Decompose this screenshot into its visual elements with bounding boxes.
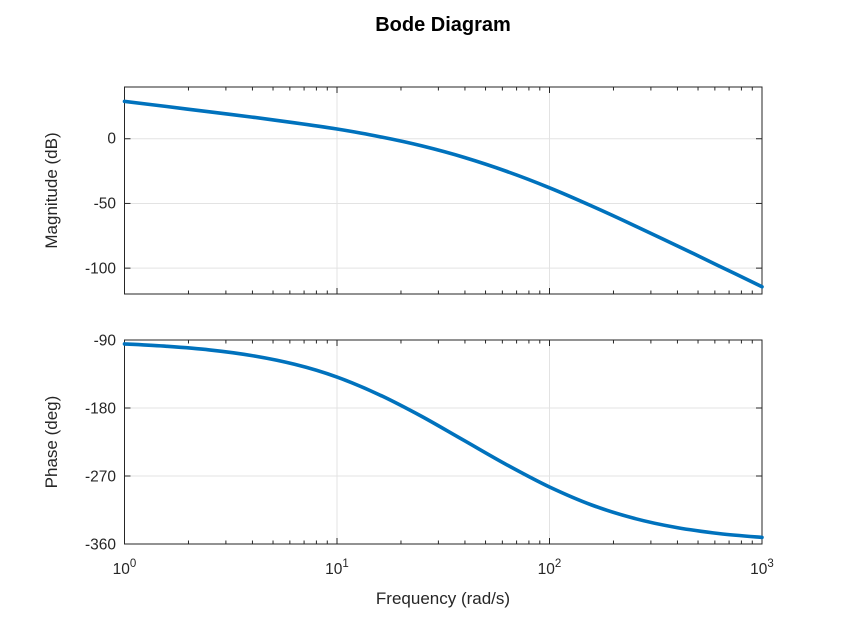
frequency-xlabel: Frequency (rad/s): [376, 589, 510, 608]
xtick-base: 10: [750, 561, 768, 578]
magnitude-ytick-100: -100: [85, 260, 116, 277]
xtick-base: 10: [113, 561, 131, 578]
xtick-exponent: 0: [130, 558, 136, 570]
phase-ylabel: Phase (deg): [42, 396, 61, 489]
magnitude-ytick-50: -50: [94, 196, 117, 213]
xtick-base: 10: [538, 561, 556, 578]
xtick-10e1: 101: [325, 558, 349, 578]
phase-ytick-360: -360: [85, 536, 116, 553]
phase-ytick-90: -90: [94, 332, 117, 349]
phase-ytick-270: -270: [85, 468, 116, 485]
phase-ytick-180: -180: [85, 400, 116, 417]
axes-box: [124, 339, 763, 545]
magnitude-curve: [122, 99, 764, 289]
xtick-10e2: 102: [538, 558, 562, 578]
figure-title: Bode Diagram: [375, 14, 511, 36]
xtick-10e0: 100: [113, 558, 137, 578]
magnitude-axes: [122, 86, 764, 295]
phase-curve: [122, 342, 764, 540]
magnitude-ytick-0: 0: [107, 131, 116, 148]
axes-box: [124, 86, 763, 295]
xtick-exponent: 2: [555, 558, 561, 570]
xtick-exponent: 3: [767, 558, 773, 570]
magnitude-ylabel: Magnitude (dB): [42, 132, 61, 248]
xtick-exponent: 1: [342, 558, 348, 570]
phase-axes: [122, 339, 764, 545]
xtick-10e3: 103: [750, 558, 774, 578]
xtick-base: 10: [325, 561, 343, 578]
